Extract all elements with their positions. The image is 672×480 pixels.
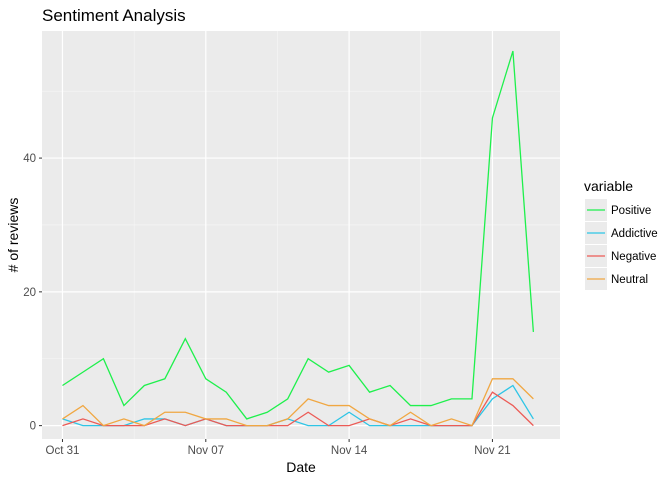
series-line-positive <box>62 50 535 420</box>
y-tick-label: 0 <box>30 421 36 433</box>
x-tick-label: Nov 21 <box>474 445 510 457</box>
series-line-negative <box>62 391 534 427</box>
series-line-neutral <box>62 378 534 427</box>
x-tick-label: Nov 14 <box>331 445 368 457</box>
legend: variable Positive Addictive Negative Neutra… <box>584 178 658 290</box>
series-lines <box>62 50 535 427</box>
x-tick-label: Nov 07 <box>188 445 224 457</box>
x-axis: Oct 31 Nov 07 Nov 14 Nov 21 <box>46 439 511 457</box>
x-tick-label: Oct 31 <box>46 445 80 457</box>
legend-label-negative: Negative <box>611 251 656 263</box>
legend-label-positive: Positive <box>611 205 651 217</box>
legend-label-addictive: Addictive <box>611 228 658 240</box>
y-axis: 0 20 40 <box>23 153 42 433</box>
legend-title: variable <box>584 178 633 194</box>
chart-title: Sentiment Analysis <box>42 6 186 25</box>
x-axis-title: Date <box>286 459 316 475</box>
legend-label-neutral: Neutral <box>611 274 648 286</box>
y-tick-label: 20 <box>23 287 36 299</box>
y-tick-label: 40 <box>23 153 36 165</box>
y-axis-title: # of reviews <box>5 198 21 273</box>
plot-panel <box>42 31 560 439</box>
